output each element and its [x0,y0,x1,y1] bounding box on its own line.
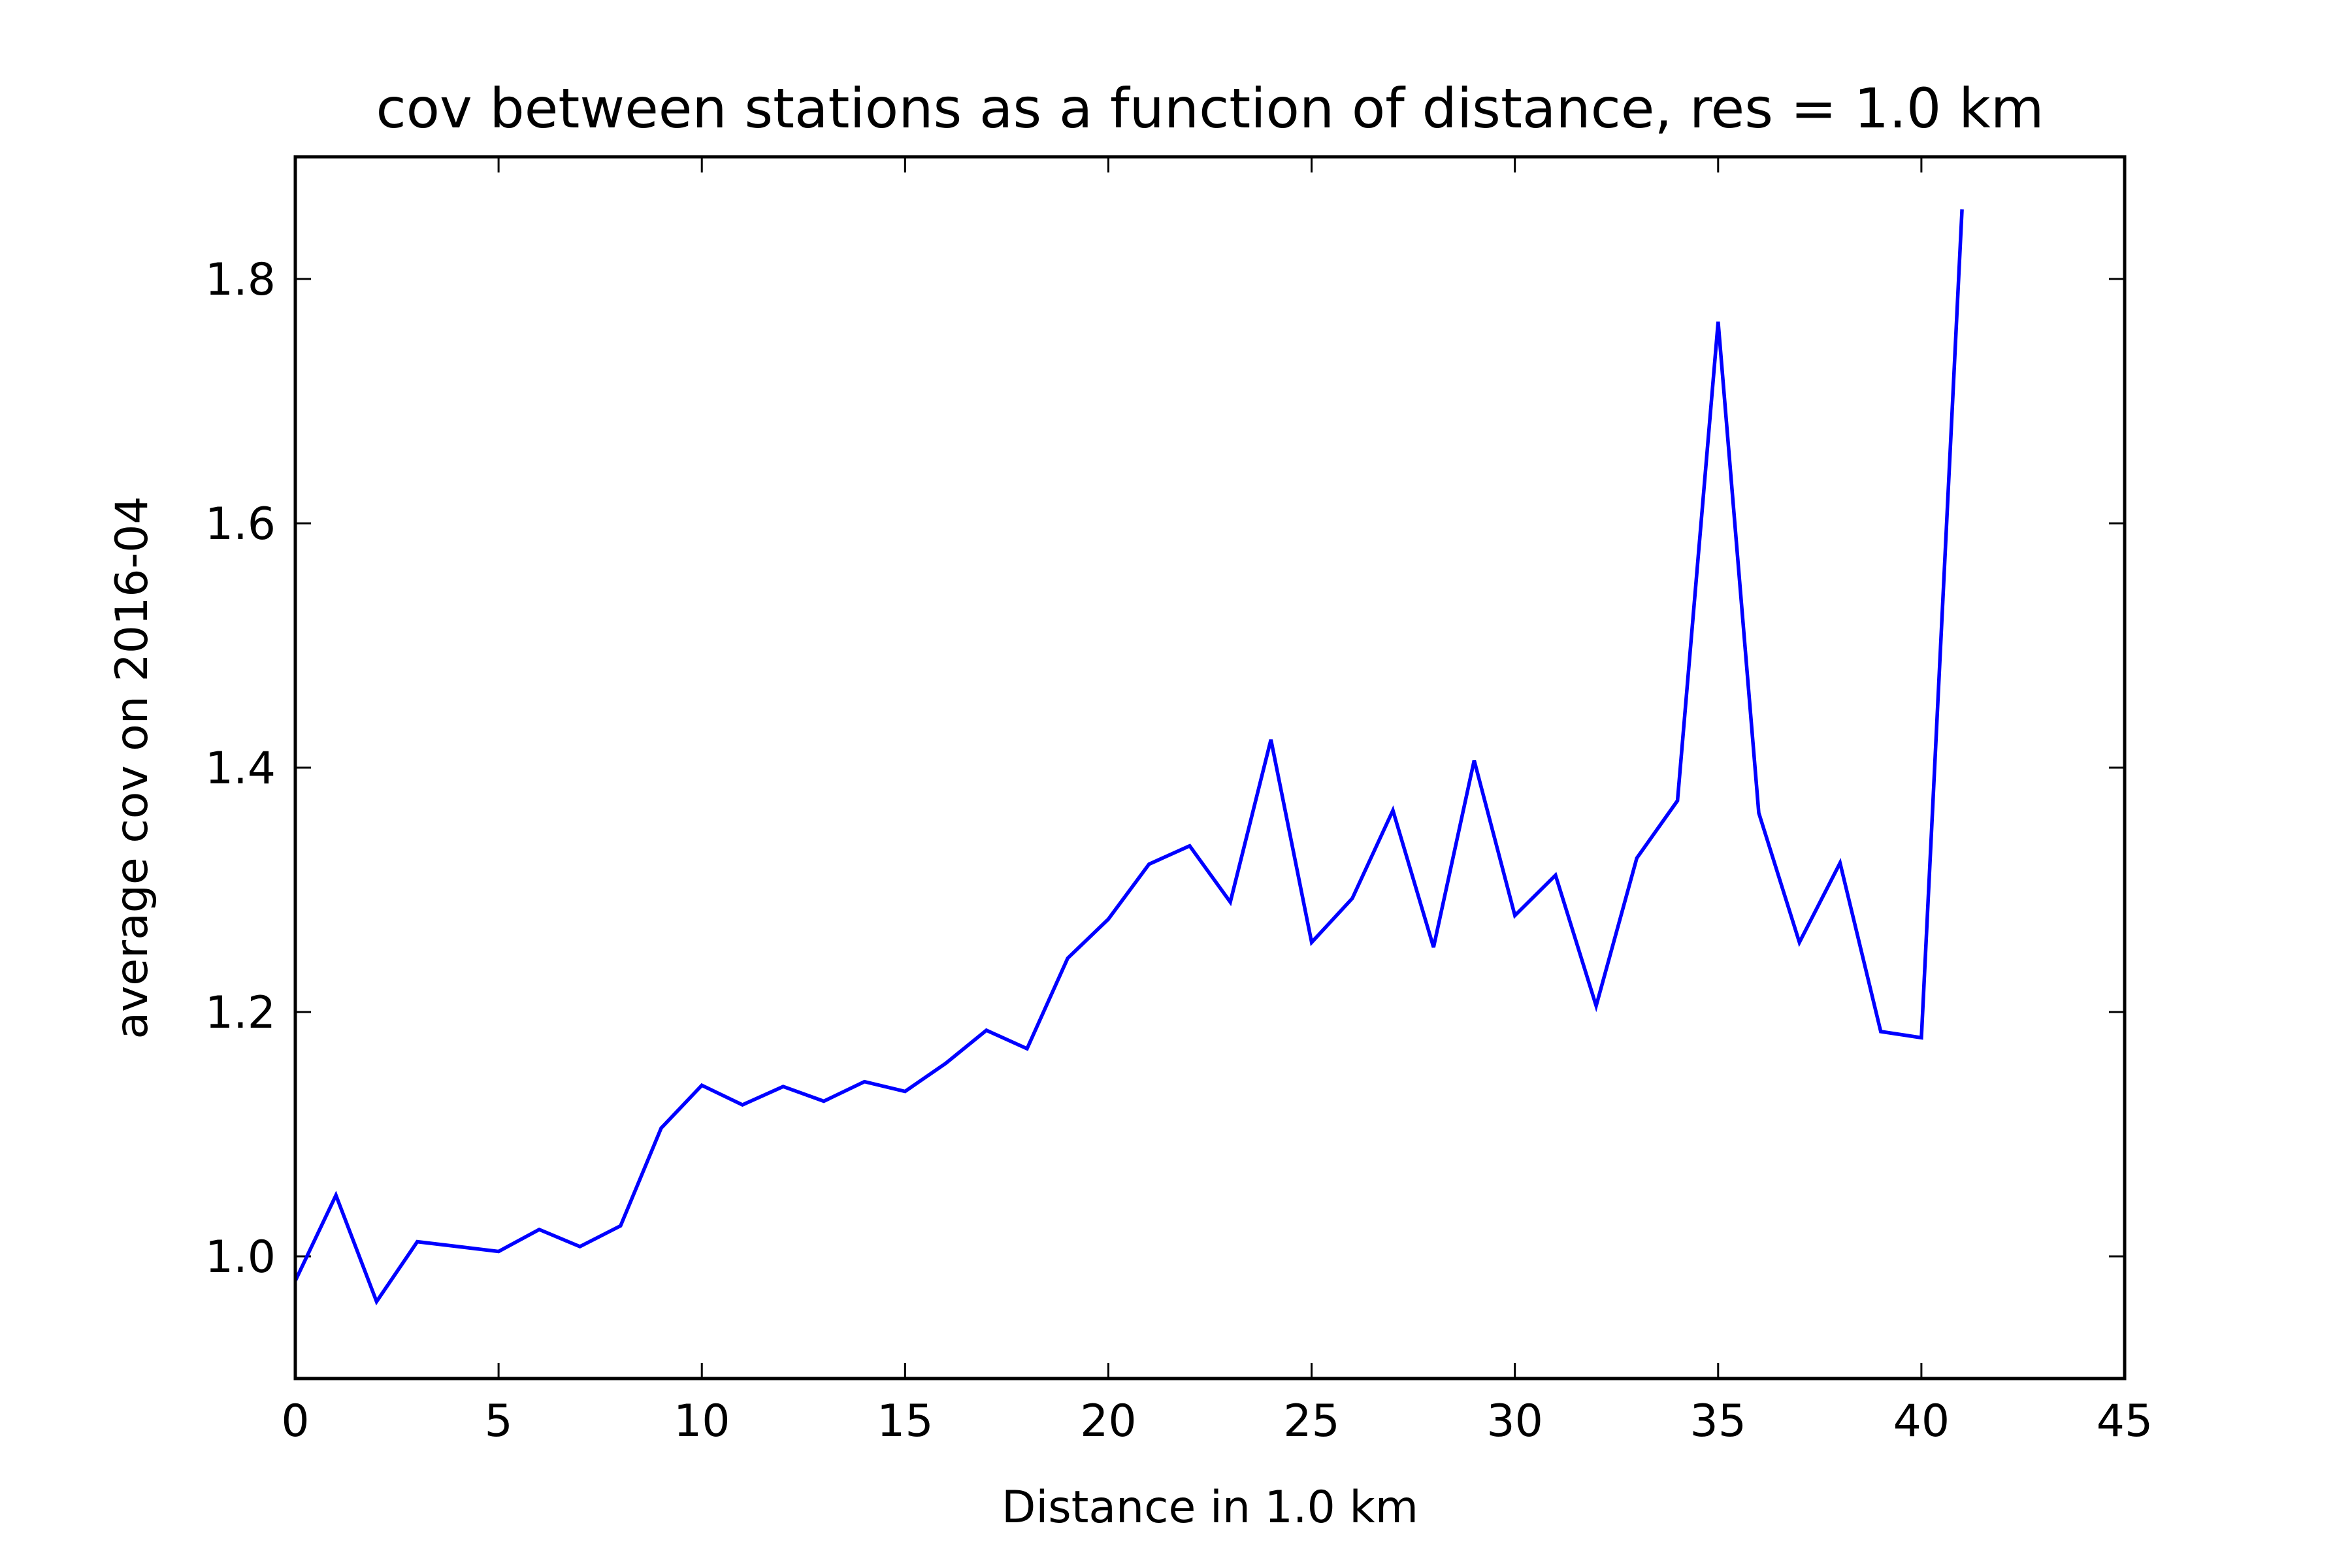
x-tick-label: 15 [877,1396,934,1447]
series-layer [293,209,1964,1306]
chart-title: cov between stations as a function of di… [376,76,2044,140]
y-tick-label: 1.0 [205,1232,276,1283]
x-tick-label: 20 [1080,1396,1137,1447]
y-axis-label: average cov on 2016-04 [106,496,158,1039]
x-tick-label: 0 [281,1396,309,1447]
plot-area-frame [293,155,2127,1380]
x-tick-label: 5 [484,1396,512,1447]
x-tick-label: 45 [2097,1396,2153,1447]
series-line [293,209,1964,1306]
x-tick-label: 35 [1690,1396,1747,1447]
x-tick-label: 40 [1893,1396,1950,1447]
x-axis-label: Distance in 1.0 km [1002,1482,1418,1533]
axis-tick-labels: 0 5 10 15 20 25 30 35 40 45 1.0 1.2 1.4 1.6 1.8 [205,254,2153,1447]
x-tick-label: 30 [1486,1396,1543,1447]
x-tick-label: 10 [674,1396,730,1447]
y-tick-label: 1.6 [205,498,276,550]
axis-ticks [294,157,2126,1379]
y-tick-label: 1.8 [205,254,276,306]
x-tick-label: 25 [1283,1396,1340,1447]
y-tick-label: 1.2 [205,987,276,1039]
y-tick-label: 1.4 [205,743,276,794]
